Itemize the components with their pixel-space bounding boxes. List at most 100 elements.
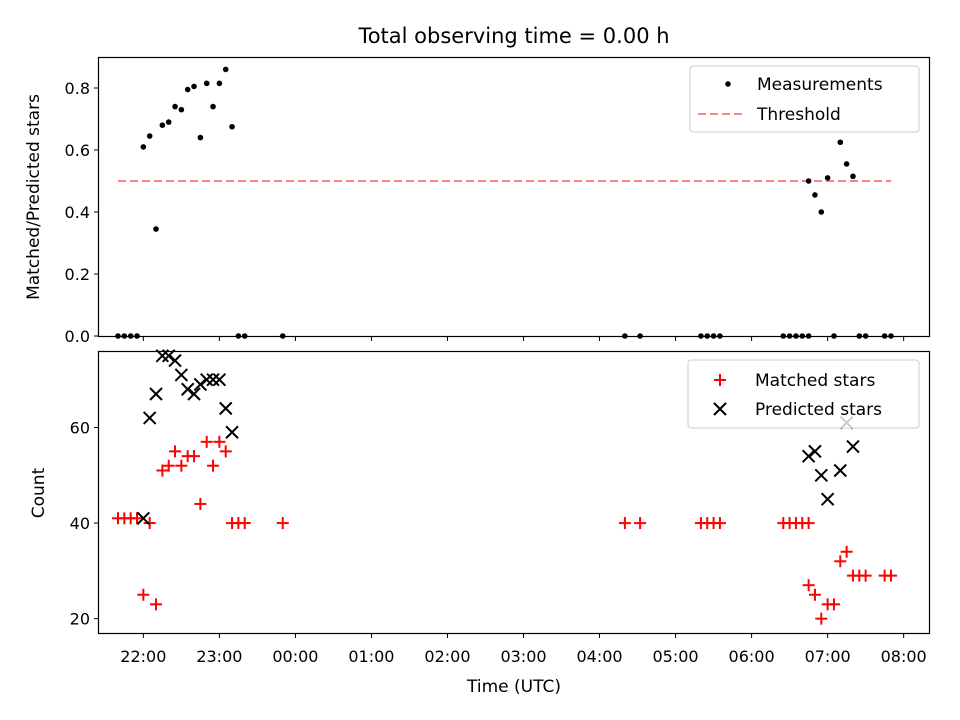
x-tick-label: 06:00: [729, 647, 775, 666]
predicted-star-point: [219, 401, 233, 416]
x-tick-label: 01:00: [348, 647, 394, 666]
matched-star-point: [194, 497, 207, 510]
x-axis-label: Time (UTC): [466, 677, 561, 697]
measurement-point: [805, 178, 812, 184]
measurement-point: [153, 226, 159, 232]
matched-star-point: [162, 459, 175, 472]
matched-star-point: [207, 459, 220, 472]
bottom-y-axis: 20 40 60: [70, 418, 99, 629]
y-tick-label: 0.0: [65, 327, 90, 346]
matched-star-point: [238, 517, 251, 530]
predicted-star-point: [820, 492, 835, 506]
matched-star-point: [175, 459, 188, 472]
top-axes-frame: [97, 56, 931, 338]
predicted-star-point: [206, 372, 220, 387]
measurement-point: [140, 144, 147, 150]
x-tick-label: 04:00: [576, 647, 622, 666]
predicted-star-point: [212, 372, 227, 387]
matched-star-point: [840, 545, 853, 558]
bottom-y-axis-label: Count: [29, 467, 49, 518]
legend-threshold-label: Threshold: [756, 105, 841, 125]
legend-predicted-marker: [713, 402, 727, 416]
predicted-star-point: [225, 425, 239, 439]
matched-star-point: [808, 588, 821, 601]
y-tick-label: 20: [70, 610, 90, 629]
matched-star-point: [884, 569, 897, 582]
matched-star-point: [634, 517, 647, 530]
predicted-star-point: [174, 368, 189, 382]
predicted-star-point: [180, 382, 195, 396]
matched-star-point: [188, 450, 201, 463]
predicted-star-point: [846, 439, 860, 454]
bottom-legend: Matched stars Predicted stars: [687, 359, 920, 429]
matched-star-point: [276, 517, 289, 530]
predicted-star-point: [808, 444, 822, 459]
measurement-point: [184, 86, 191, 93]
matched-star-point: [802, 517, 815, 530]
predicted-star-point: [149, 387, 163, 401]
predicted-star-point: [187, 387, 201, 401]
measurement-point: [216, 80, 223, 87]
matched-star-point: [834, 555, 847, 568]
measurement-point: [843, 161, 850, 167]
x-tick-label: 22:00: [120, 647, 166, 666]
measurement-point: [172, 103, 178, 110]
measurement-point: [203, 80, 210, 87]
measurement-point: [850, 173, 856, 180]
legend-predicted-label: Predicted stars: [755, 400, 882, 420]
matched-star-point: [713, 517, 726, 530]
predicted-star-point: [168, 353, 182, 368]
x-tick-label: 05:00: [653, 647, 699, 666]
y-tick-label: 40: [70, 514, 90, 533]
matched-star-point: [827, 598, 840, 611]
legend-measurements-marker: [725, 81, 731, 87]
top-panel: 0.00.20.40.60.8 Matched/Predicted stars …: [24, 56, 931, 346]
y-tick-label: 0.4: [65, 203, 90, 222]
predicted-star-point: [136, 511, 151, 525]
bottom-plot-area: [112, 349, 897, 625]
predicted-star-point: [142, 411, 157, 425]
bottom-x-axis: 22:00 23:00 00:00 01:00 02:00 03:00 04:00 05:00…: [120, 633, 927, 666]
predicted-star-point: [833, 463, 848, 478]
measurement-point: [146, 133, 153, 139]
matched-star-point: [137, 588, 150, 601]
legend-matched-label: Matched stars: [755, 371, 875, 391]
measurement-point: [178, 106, 185, 113]
matched-star-point: [200, 435, 213, 448]
top-y-axis: 0.0 0.2 0.4 0.6 0.8: [65, 79, 99, 346]
measurement-point: [210, 103, 216, 110]
measurement-point: [159, 122, 166, 128]
chart-title: Total observing time = 0.00 h: [357, 24, 669, 48]
matched-star-point: [131, 512, 144, 525]
x-tick-label: 00:00: [272, 647, 318, 666]
matched-star-point: [213, 435, 226, 448]
measurement-point: [824, 175, 831, 181]
legend-measurements-label: Measurements: [757, 75, 883, 95]
y-tick-label: 0.8: [65, 79, 90, 98]
measurement-point: [837, 139, 844, 146]
top-y-axis-label: Matched/Predicted stars: [24, 94, 44, 300]
y-tick-label: 0.6: [65, 141, 90, 160]
x-tick-label: 02:00: [424, 647, 470, 666]
matched-star-point: [156, 464, 169, 477]
matched-star-point: [815, 612, 828, 625]
top-legend: Measurements Threshold: [689, 65, 920, 133]
predicted-star-point: [200, 372, 214, 387]
matched-star-point: [802, 579, 815, 592]
y-tick-label: 0.2: [65, 265, 90, 284]
legend-matched-marker: [714, 374, 726, 386]
top-x-ticks: [142, 336, 905, 341]
x-tick-label: 07:00: [805, 647, 851, 666]
predicted-star-point: [814, 468, 828, 482]
x-tick-label: 03:00: [500, 647, 546, 666]
measurement-point: [191, 83, 197, 90]
y-tick-label: 60: [70, 418, 90, 437]
bottom-axes-frame: [97, 350, 931, 635]
measurement-point: [818, 209, 825, 215]
x-tick-label: 08:00: [881, 647, 927, 666]
predicted-star-point: [193, 377, 208, 392]
matched-star-point: [618, 517, 631, 530]
matched-star-point: [150, 598, 163, 611]
measurement-point: [165, 119, 172, 125]
predicted-star-point: [801, 449, 816, 463]
